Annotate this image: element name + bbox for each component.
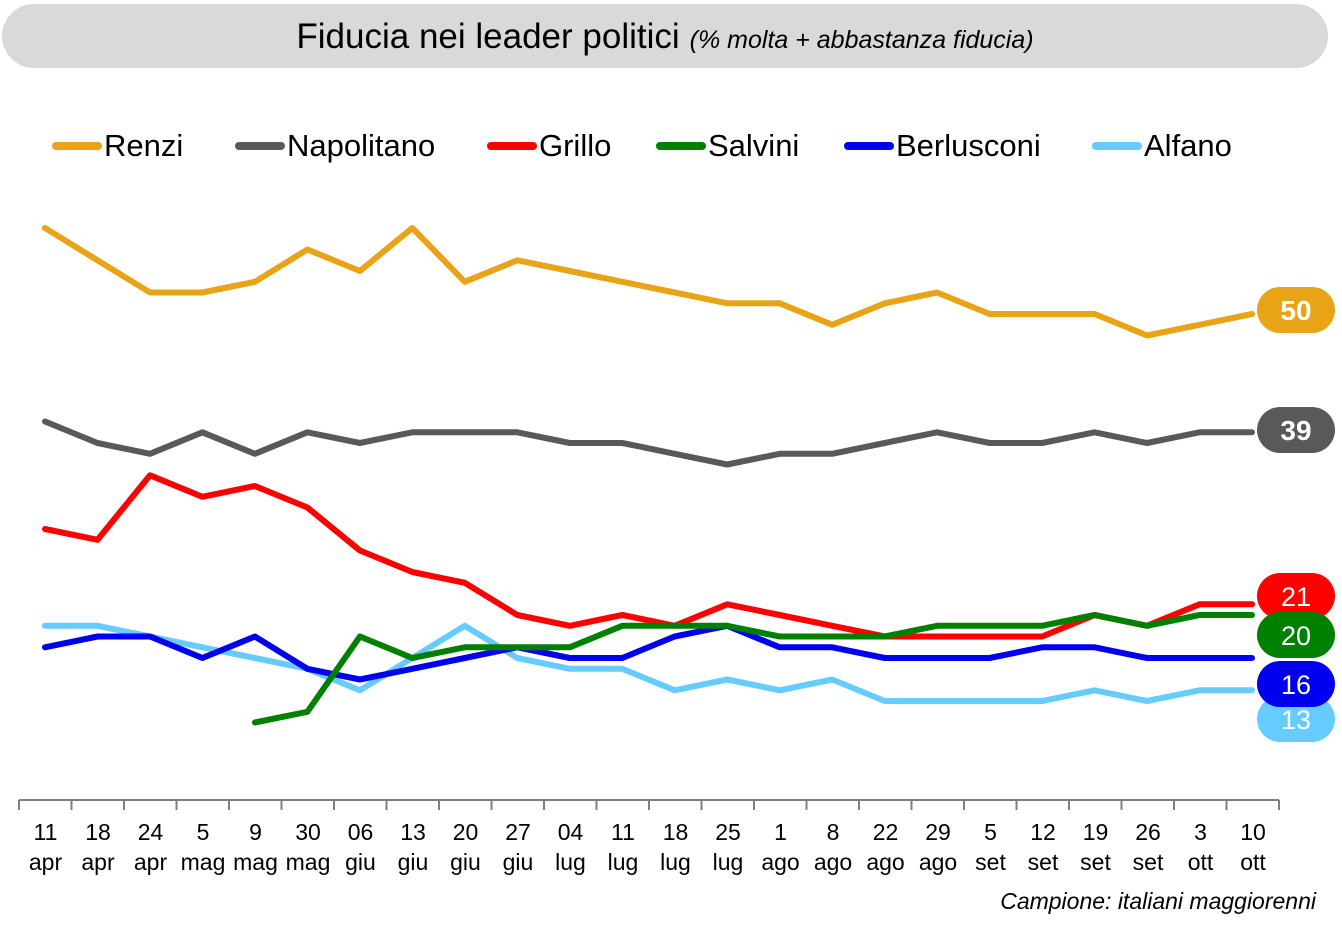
end-label-value-alfano: 13: [1281, 705, 1311, 735]
x-tick-label-day: 19: [1083, 819, 1109, 845]
x-tick-label-month: apr: [134, 849, 168, 875]
x-tick-label-month: set: [1028, 849, 1059, 875]
x-tick-label-month: ago: [761, 849, 799, 875]
end-label-value-napolitano: 39: [1280, 415, 1311, 446]
x-tick-label-day: 1: [774, 819, 787, 845]
x-tick-label-month: lug: [608, 849, 639, 875]
x-tick-label-day: 5: [984, 819, 997, 845]
legend-swatch-grillo: [487, 142, 537, 150]
x-tick-label-month: ott: [1188, 849, 1214, 875]
x-tick-label-day: 24: [138, 819, 164, 845]
legend-swatch-renzi: [52, 142, 102, 150]
chart-title: Fiducia nei leader politici: [296, 17, 680, 56]
x-tick-label-day: 04: [558, 819, 584, 845]
series-line-grillo: [42, 472, 1255, 640]
x-tick-label-day: 8: [827, 819, 840, 845]
legend-label-alfano: Alfano: [1144, 128, 1232, 163]
x-tick-label-day: 22: [873, 819, 899, 845]
x-tick-label-day: 3: [1194, 819, 1207, 845]
end-label-value-grillo: 21: [1281, 582, 1311, 612]
end-label-badge-renzi: [1257, 287, 1335, 333]
x-tick-label-day: 26: [1135, 819, 1161, 845]
legend-label-grillo: Grillo: [539, 128, 612, 163]
legend-label-napolitano: Napolitano: [287, 128, 436, 163]
x-tick-label-day: 29: [925, 819, 951, 845]
x-tick-label-month: lug: [713, 849, 744, 875]
x-tick-label-day: 18: [85, 819, 111, 845]
series-line-renzi: [42, 225, 1255, 339]
x-tick-label-day: 20: [453, 819, 479, 845]
legend-swatch-berlusconi: [844, 142, 894, 150]
x-tick-label-month: giu: [503, 849, 534, 875]
x-tick-label-month: giu: [398, 849, 429, 875]
x-tick-label-month: set: [1080, 849, 1111, 875]
x-tick-label-month: ago: [866, 849, 904, 875]
x-tick-label-month: ago: [814, 849, 852, 875]
x-tick-label-day: 9: [249, 819, 262, 845]
legend-label-salvini: Salvini: [708, 128, 800, 163]
legend-swatch-alfano: [1092, 142, 1142, 150]
legend-swatch-napolitano: [235, 142, 285, 150]
series-line-napolitano: [42, 418, 1255, 468]
x-tick-label-month: mag: [233, 849, 278, 875]
x-tick-label-day: 13: [400, 819, 426, 845]
x-tick-label-month: set: [975, 849, 1006, 875]
x-tick-label-month: apr: [29, 849, 63, 875]
x-tick-label-month: lug: [555, 849, 586, 875]
x-tick-label-month: ago: [919, 849, 957, 875]
end-label-badge-alfano: [1257, 696, 1335, 742]
x-tick-label-month: apr: [81, 849, 115, 875]
end-label-value-renzi: 50: [1280, 295, 1311, 326]
series-line-salvini: [251, 612, 1255, 726]
end-label-badge-berlusconi: [1257, 661, 1335, 707]
x-tick-label-month: giu: [345, 849, 376, 875]
x-tick-label-month: mag: [286, 849, 331, 875]
x-tick-label-day: 30: [295, 819, 321, 845]
footnote: Campione: italiani maggiorenni: [1000, 888, 1316, 914]
x-tick-label-day: 5: [197, 819, 210, 845]
x-tick-label-month: set: [1133, 849, 1164, 875]
legend-swatch-salvini: [656, 142, 706, 150]
x-tick-label-day: 27: [505, 819, 531, 845]
x-tick-label-day: 25: [715, 819, 741, 845]
x-tick-label-day: 18: [663, 819, 689, 845]
x-tick-label-month: giu: [450, 849, 481, 875]
x-tick-label-day: 10: [1240, 819, 1266, 845]
chart-subtitle: (% molta + abbastanza fiducia): [689, 26, 1034, 54]
end-label-badge-salvini: [1257, 612, 1335, 658]
x-tick-label-month: ott: [1240, 849, 1266, 875]
series-line-berlusconi: [42, 622, 1255, 683]
end-label-badge-grillo: [1257, 573, 1335, 619]
legend-label-berlusconi: Berlusconi: [896, 128, 1041, 163]
chart-title-bar: Fiducia nei leader politici (% molta + ab…: [2, 4, 1328, 68]
x-tick-label-day: 11: [34, 819, 58, 845]
end-label-badge-napolitano: [1257, 407, 1335, 453]
x-tick-label-day: 12: [1030, 819, 1056, 845]
legend-label-renzi: Renzi: [104, 128, 184, 163]
series-line-alfano: [42, 622, 1255, 704]
x-tick-label-month: mag: [181, 849, 226, 875]
x-tick-label-month: lug: [660, 849, 691, 875]
end-label-value-salvini: 20: [1281, 621, 1311, 651]
x-tick-label-day: 11: [611, 819, 635, 845]
end-label-value-berlusconi: 16: [1281, 670, 1311, 700]
x-tick-label-day: 06: [348, 819, 374, 845]
